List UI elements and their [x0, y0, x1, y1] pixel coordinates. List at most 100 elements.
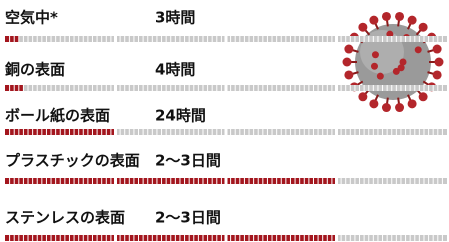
segment-divider: [400, 178, 401, 184]
segment-divider: [225, 129, 228, 135]
segment-divider: [97, 129, 98, 135]
segment-divider: [391, 36, 392, 42]
segment-divider: [110, 129, 111, 135]
segment-divider: [410, 129, 411, 135]
segment-divider: [354, 85, 355, 91]
segment-divider: [156, 235, 157, 241]
segment-divider: [304, 36, 305, 42]
segment-divider: [37, 36, 38, 42]
segment-divider: [114, 235, 117, 241]
segment-divider: [106, 85, 107, 91]
segment-divider: [46, 129, 47, 135]
segment-divider: [51, 36, 52, 42]
segment-divider: [382, 85, 383, 91]
segment-divider: [207, 178, 208, 184]
virus-spike: [343, 58, 352, 67]
segment-divider: [9, 129, 10, 135]
segment-divider: [28, 36, 29, 42]
segment-divider: [92, 85, 93, 91]
segment-divider: [18, 36, 19, 42]
segment-divider: [304, 235, 305, 241]
segment-divider: [345, 36, 346, 42]
segment-divider: [341, 36, 342, 42]
segment-divider: [175, 36, 176, 42]
segment-divider: [318, 85, 319, 91]
segment-divider: [331, 36, 332, 42]
segment-divider: [225, 235, 228, 241]
segment-divider: [110, 235, 111, 241]
segment-divider: [69, 85, 70, 91]
segment-divider: [428, 85, 429, 91]
segment-divider: [327, 178, 328, 184]
segment-divider: [419, 85, 420, 91]
segment-divider: [64, 178, 65, 184]
segment-divider: [106, 129, 107, 135]
segment-divider: [262, 178, 263, 184]
segment-divider: [202, 178, 203, 184]
segment-divider: [387, 85, 388, 91]
segment-divider: [410, 178, 411, 184]
segment-divider: [114, 85, 117, 91]
segment-divider: [327, 129, 328, 135]
segment-divider: [299, 36, 300, 42]
segment-divider: [37, 129, 38, 135]
segment-divider: [359, 178, 360, 184]
segment-divider: [244, 178, 245, 184]
segment-divider: [32, 36, 33, 42]
segment-divider: [272, 36, 273, 42]
segment-divider: [87, 129, 88, 135]
segment-divider: [152, 235, 153, 241]
segment-divider: [41, 36, 42, 42]
segment-divider: [396, 85, 397, 91]
segment-divider: [313, 85, 314, 91]
segment-divider: [276, 178, 277, 184]
value-label: 2〜3日間: [155, 209, 221, 227]
segment-divider: [267, 178, 268, 184]
segment-divider: [382, 178, 383, 184]
segment-divider: [239, 85, 240, 91]
segment-divider: [175, 178, 176, 184]
segment-divider: [364, 235, 365, 241]
segment-divider: [212, 85, 213, 91]
segment-divider: [189, 36, 190, 42]
segment-divider: [225, 36, 228, 42]
segment-divider: [290, 178, 291, 184]
segment-divider: [318, 235, 319, 241]
segment-divider: [400, 129, 401, 135]
segment-divider: [166, 235, 167, 241]
segment-divider: [83, 129, 84, 135]
segment-divider: [419, 36, 420, 42]
segment-divider: [272, 178, 273, 184]
segment-divider: [37, 178, 38, 184]
segment-divider: [318, 129, 319, 135]
segment-divider: [396, 129, 397, 135]
segment-divider: [55, 85, 56, 91]
segment-divider: [161, 85, 162, 91]
segment-divider: [350, 36, 351, 42]
virus-spike: [419, 92, 428, 101]
segment-divider: [161, 129, 162, 135]
segment-divider: [179, 85, 180, 91]
segment-divider: [78, 85, 79, 91]
segment-divider: [69, 235, 70, 241]
segment-divider: [405, 129, 406, 135]
segment-divider: [179, 36, 180, 42]
segment-divider: [382, 36, 383, 42]
segment-divider: [221, 178, 222, 184]
segment-divider: [216, 235, 217, 241]
segment-divider: [396, 36, 397, 42]
segment-divider: [377, 235, 378, 241]
segment-divider: [258, 235, 259, 241]
segment-divider: [428, 178, 429, 184]
segment-divider: [83, 36, 84, 42]
segment-divider: [207, 36, 208, 42]
virus-spike: [372, 51, 379, 58]
segment-divider: [272, 235, 273, 241]
segment-divider: [335, 85, 338, 91]
segment-divider: [147, 85, 148, 91]
segment-divider: [396, 235, 397, 241]
segment-divider: [143, 235, 144, 241]
segment-divider: [120, 36, 121, 42]
segment-divider: [308, 36, 309, 42]
segment-divider: [345, 178, 346, 184]
